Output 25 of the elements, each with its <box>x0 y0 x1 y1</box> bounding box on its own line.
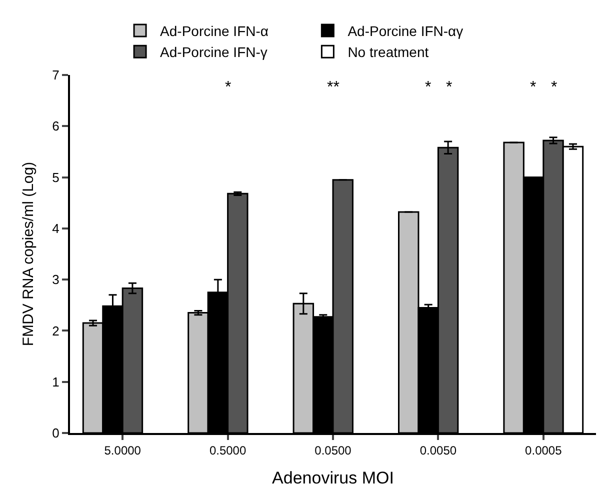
y-tick-label: 4 <box>52 220 60 236</box>
y-tick-label: 0 <box>52 426 60 441</box>
legend-label: Ad-Porcine IFN-αγ <box>348 22 464 39</box>
y-tick-label: 1 <box>52 374 60 390</box>
annotation: * <box>446 79 452 96</box>
x-axis-title: Adenovirus MOI <box>272 468 394 488</box>
annotation: * <box>530 79 536 96</box>
x-tick-label: 0.0005 <box>525 443 562 458</box>
annotation: ** <box>327 79 340 96</box>
y-tick-label: 3 <box>52 272 60 288</box>
annotation: * <box>225 79 232 96</box>
annotation: * <box>551 79 558 96</box>
x-tick-label: 0.0050 <box>420 443 457 458</box>
annotation: * <box>425 79 432 96</box>
x-tick-label: 0.0500 <box>314 443 352 458</box>
y-tick-label: 7 <box>52 68 60 83</box>
x-tick-label: 5.0000 <box>104 443 142 458</box>
y-tick-label: 2 <box>52 323 60 338</box>
legend-label: No treatment <box>348 44 429 60</box>
legend-label: Ad-Porcine IFN-α <box>160 22 268 39</box>
x-tick-label: 0.5000 <box>209 443 246 458</box>
y-tick-label: 5 <box>52 170 60 185</box>
y-axis-title: FMDV RNA copies/ml (Log) <box>20 162 37 346</box>
legend-label: Ad-Porcine IFN-γ <box>160 44 268 60</box>
y-tick-label: 6 <box>52 118 60 134</box>
